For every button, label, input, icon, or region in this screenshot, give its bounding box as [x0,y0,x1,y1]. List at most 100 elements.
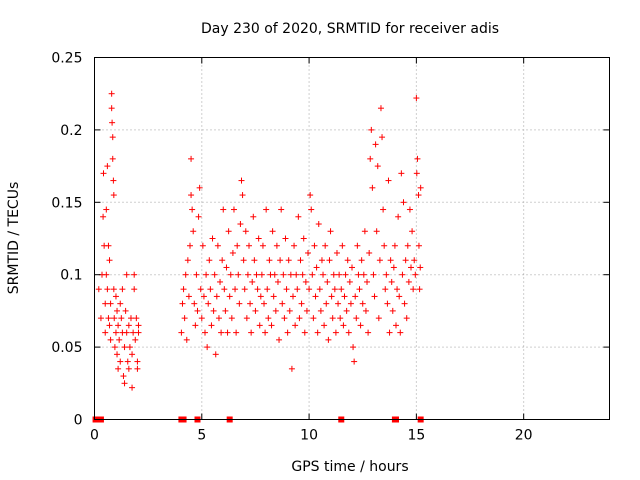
data-point [355,271,362,278]
data-point [400,199,407,206]
data-point [388,278,395,285]
data-point [178,329,185,336]
data-point [404,242,411,249]
data-point [283,286,290,293]
data-point [256,322,263,329]
data-point [95,286,102,293]
data-point [351,358,358,365]
data-point [291,242,298,249]
data-point [277,257,284,264]
data-point [114,307,121,314]
data-point [288,365,295,372]
data-point [409,228,416,235]
data-point [314,329,321,336]
data-point [335,300,342,307]
data-point [200,293,207,300]
data-point [269,228,276,235]
x-tick-label: 15 [407,428,425,444]
data-point [237,221,244,228]
data-point [214,242,221,249]
data-point [249,278,256,285]
data-point [416,286,423,293]
data-point [222,307,229,314]
data-point [347,300,354,307]
data-point [343,307,350,314]
data-point [110,286,117,293]
data-point [97,315,104,322]
data-point [254,286,261,293]
data-point [221,286,228,293]
data-point [131,271,138,278]
data-point [294,286,301,293]
data-point [272,307,279,314]
data-point [124,358,131,365]
data-point [233,329,240,336]
data-point [271,271,278,278]
data-point [402,257,409,264]
data-point [209,235,216,242]
data-point [360,271,367,278]
data-point [255,235,262,242]
data-point [389,307,396,314]
data-point [309,271,316,278]
data-point [377,105,384,112]
data-point [134,365,141,372]
data-point [232,286,239,293]
data-point [207,286,214,293]
data-point [190,228,197,235]
data-point [258,271,265,278]
data-point [125,322,132,329]
data-point [225,228,232,235]
data-point [412,271,419,278]
data-point [106,257,113,264]
data-point [356,286,363,293]
data-point [261,300,268,307]
data-point [405,278,412,285]
data-point [380,206,387,213]
data-point [107,336,114,343]
data-point [331,286,338,293]
data-point [329,315,336,322]
data-point [117,358,124,365]
data-point [417,264,424,271]
data-point [381,242,388,249]
data-point [211,271,218,278]
data-point [219,257,226,264]
data-point [301,329,308,336]
data-point [336,271,343,278]
data-point [323,300,330,307]
data-point [196,184,203,191]
data-point [110,192,117,199]
data-point [188,155,195,162]
data-point [415,192,422,199]
data-point [266,257,273,264]
data-point [379,134,386,141]
data-point [358,257,365,264]
data-point [239,192,246,199]
data-point [179,300,186,307]
data-point [322,242,329,249]
data-point [397,329,404,336]
data-point [183,336,190,343]
data-point [248,329,255,336]
data-point [337,315,344,322]
data-point [308,206,315,213]
data-point [181,315,188,322]
data-point [110,177,117,184]
data-point [127,315,134,322]
x-tick-label: 10 [300,428,318,444]
data-point [257,293,264,300]
y-tick-label: 0 [74,413,83,429]
data-point [121,380,128,387]
data-point [240,257,247,264]
data-point [339,242,346,249]
data-point [396,293,403,300]
data-point [108,90,115,97]
data-point [218,329,225,336]
data-point [391,242,398,249]
data-point [297,257,304,264]
data-point [401,300,408,307]
data-point [342,271,349,278]
data-point [122,307,129,314]
data-point [410,286,417,293]
